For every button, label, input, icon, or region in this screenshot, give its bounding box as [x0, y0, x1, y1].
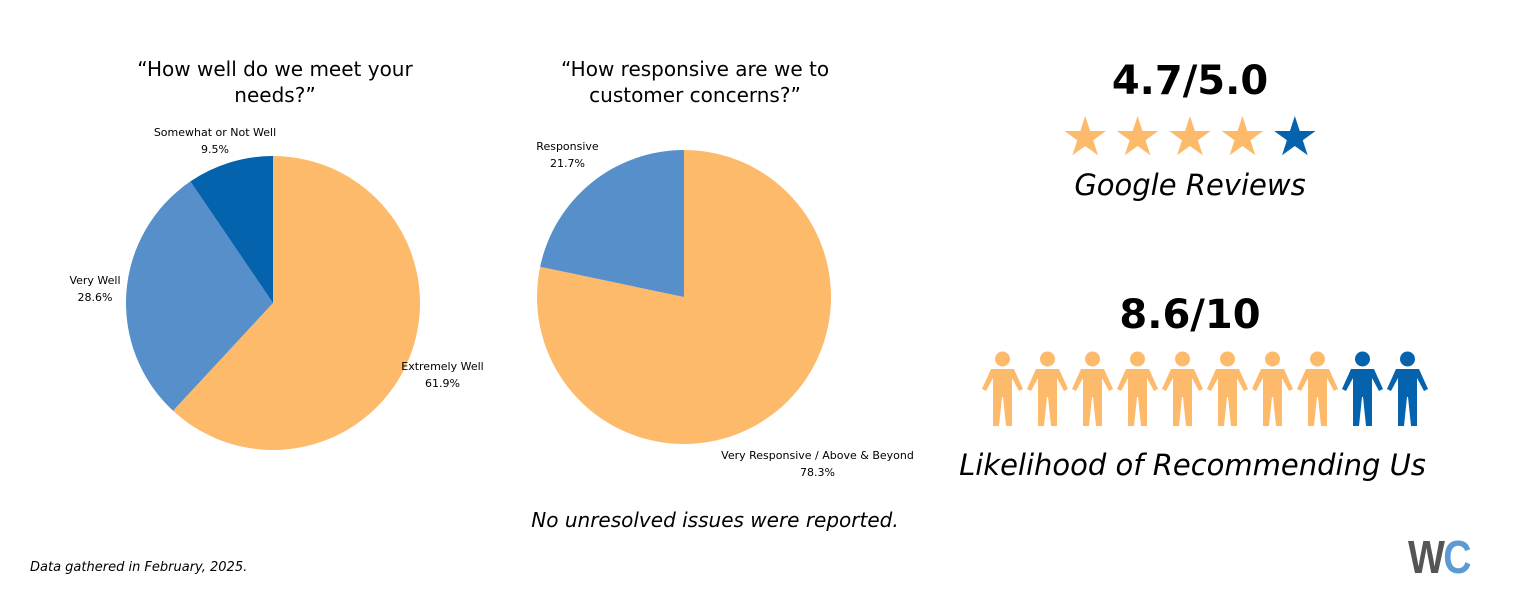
person-icon	[1296, 350, 1339, 434]
person-icon	[1026, 350, 1069, 434]
star-icon: ★	[1113, 105, 1162, 168]
footer-note: Data gathered in February, 2025.	[30, 560, 248, 575]
pie-slice-responsive	[540, 150, 684, 297]
label-somewhat: Somewhat or Not Well 9.5%	[153, 126, 277, 156]
star-icon: ★	[1270, 105, 1320, 168]
person-icon	[1386, 350, 1429, 434]
star-icon: ★	[1218, 105, 1267, 168]
person-icon	[1071, 350, 1114, 434]
pie-slice-very-well	[126, 181, 273, 411]
reviews-score: 4.7/5.0	[1111, 58, 1269, 104]
recommend-label: Likelihood of Recommending Us	[959, 448, 1426, 482]
people-rating	[980, 350, 1430, 434]
chart2-title: “How responsive are we to customer conce…	[560, 57, 830, 107]
chart1-title: “How well do we meet your needs?”	[137, 57, 413, 107]
star-icon: ★	[1060, 105, 1110, 168]
recommend-score: 8.6/10	[1119, 292, 1261, 338]
pie-slice-somewhat-or-not-well	[190, 156, 273, 303]
reviews-label: Google Reviews	[1074, 168, 1306, 202]
person-icon	[1116, 350, 1159, 434]
person-icon	[1206, 350, 1249, 434]
note: No unresolved issues were reported.	[531, 508, 899, 532]
pie-slice-extremely-well	[173, 156, 420, 450]
person-icon	[1251, 350, 1294, 434]
label-very-well: Very Well 28.6%	[69, 274, 121, 304]
wc-logo: WC	[1408, 531, 1471, 583]
label-very-responsive: Very Responsive / Above & Beyond 78.3%	[721, 449, 914, 479]
star-rating: ★ ★ ★ ★ ★	[1040, 110, 1340, 164]
person-icon	[981, 350, 1024, 434]
person-icon	[1341, 350, 1384, 434]
star-icon: ★	[1165, 105, 1215, 168]
label-extremely-well: Extremely Well 61.9%	[401, 360, 484, 390]
label-responsive: Responsive 21.7%	[536, 140, 599, 170]
person-icon	[1161, 350, 1204, 434]
